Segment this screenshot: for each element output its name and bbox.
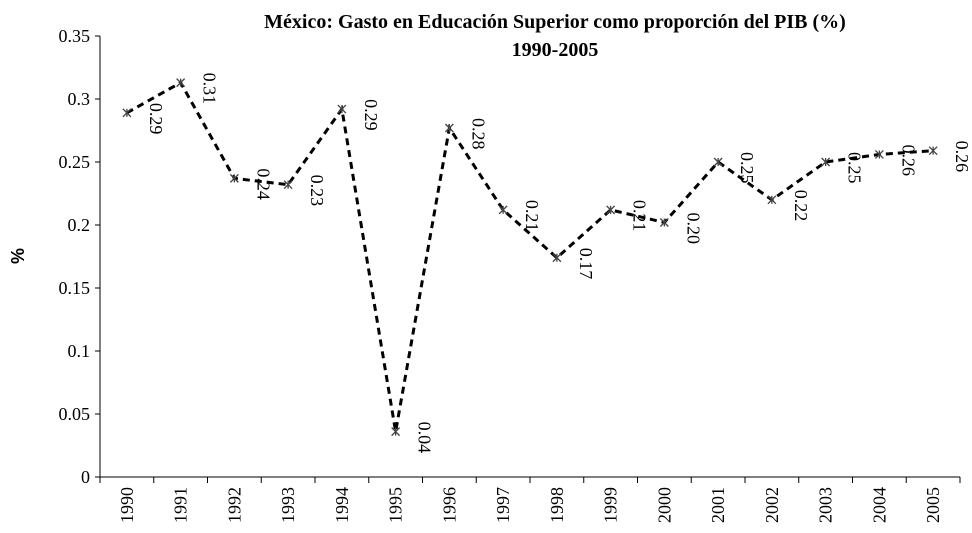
- data-label: 0.21: [630, 200, 650, 232]
- y-tick-label: 0.05: [59, 404, 91, 424]
- chart-title: México: Gasto en Educación Superior como…: [264, 11, 846, 33]
- data-label: 0.21: [522, 200, 542, 232]
- x-tick-label: 1992: [224, 487, 244, 523]
- y-tick-label: 0.35: [59, 26, 91, 46]
- marker: [283, 180, 293, 190]
- marker: [391, 427, 401, 437]
- chart-title: 1990-2005: [512, 39, 599, 61]
- y-tick-label: 0.1: [68, 341, 91, 361]
- marker: [229, 173, 239, 183]
- data-label: 0.31: [200, 73, 220, 105]
- x-tick-label: 1996: [439, 487, 459, 523]
- marker: [713, 157, 723, 167]
- marker: [337, 104, 347, 114]
- marker: [122, 108, 132, 118]
- x-tick-label: 2001: [708, 487, 728, 523]
- marker: [767, 195, 777, 205]
- data-label: 0.20: [683, 212, 703, 244]
- marker: [176, 78, 186, 88]
- x-tick-label: 1993: [278, 487, 298, 523]
- y-tick-label: 0.25: [59, 152, 91, 172]
- y-tick-label: 0.2: [68, 215, 91, 235]
- x-tick-label: 1997: [493, 487, 513, 523]
- y-axis-label: %: [8, 248, 28, 264]
- x-tick-label: 1991: [171, 487, 191, 523]
- marker: [928, 146, 938, 156]
- data-label: 0.29: [361, 99, 381, 131]
- x-tick-label: 2005: [923, 487, 943, 523]
- marker: [606, 205, 616, 215]
- data-label: 0.25: [737, 152, 757, 184]
- data-label: 0.04: [415, 422, 435, 454]
- x-tick-label: 1999: [601, 487, 621, 523]
- y-tick-label: 0.15: [59, 278, 91, 298]
- data-label: 0.26: [952, 141, 972, 173]
- marker: [444, 123, 454, 133]
- marker: [552, 253, 562, 263]
- data-label: 0.24: [253, 168, 273, 200]
- x-tick-label: 2003: [816, 487, 836, 523]
- data-label: 0.26: [898, 144, 918, 176]
- x-tick-label: 1990: [117, 487, 137, 523]
- y-tick-label: 0.3: [68, 89, 91, 109]
- data-label: 0.29: [146, 103, 166, 135]
- x-tick-label: 2000: [654, 487, 674, 523]
- data-label: 0.28: [468, 118, 488, 150]
- data-label: 0.25: [845, 152, 865, 184]
- marker: [821, 157, 831, 167]
- marker: [659, 218, 669, 227]
- x-tick-label: 2004: [869, 487, 889, 523]
- data-label: 0.23: [307, 175, 327, 207]
- x-tick-label: 1995: [386, 487, 406, 523]
- x-tick-label: 2002: [762, 487, 782, 523]
- y-tick-label: 0: [81, 467, 90, 487]
- data-label: 0.22: [791, 190, 811, 222]
- marker: [874, 149, 884, 159]
- line: [126, 80, 934, 432]
- data-label: 0.17: [576, 248, 596, 280]
- x-tick-label: 1994: [332, 487, 352, 523]
- marker: [498, 205, 508, 215]
- x-tick-label: 1998: [547, 487, 567, 523]
